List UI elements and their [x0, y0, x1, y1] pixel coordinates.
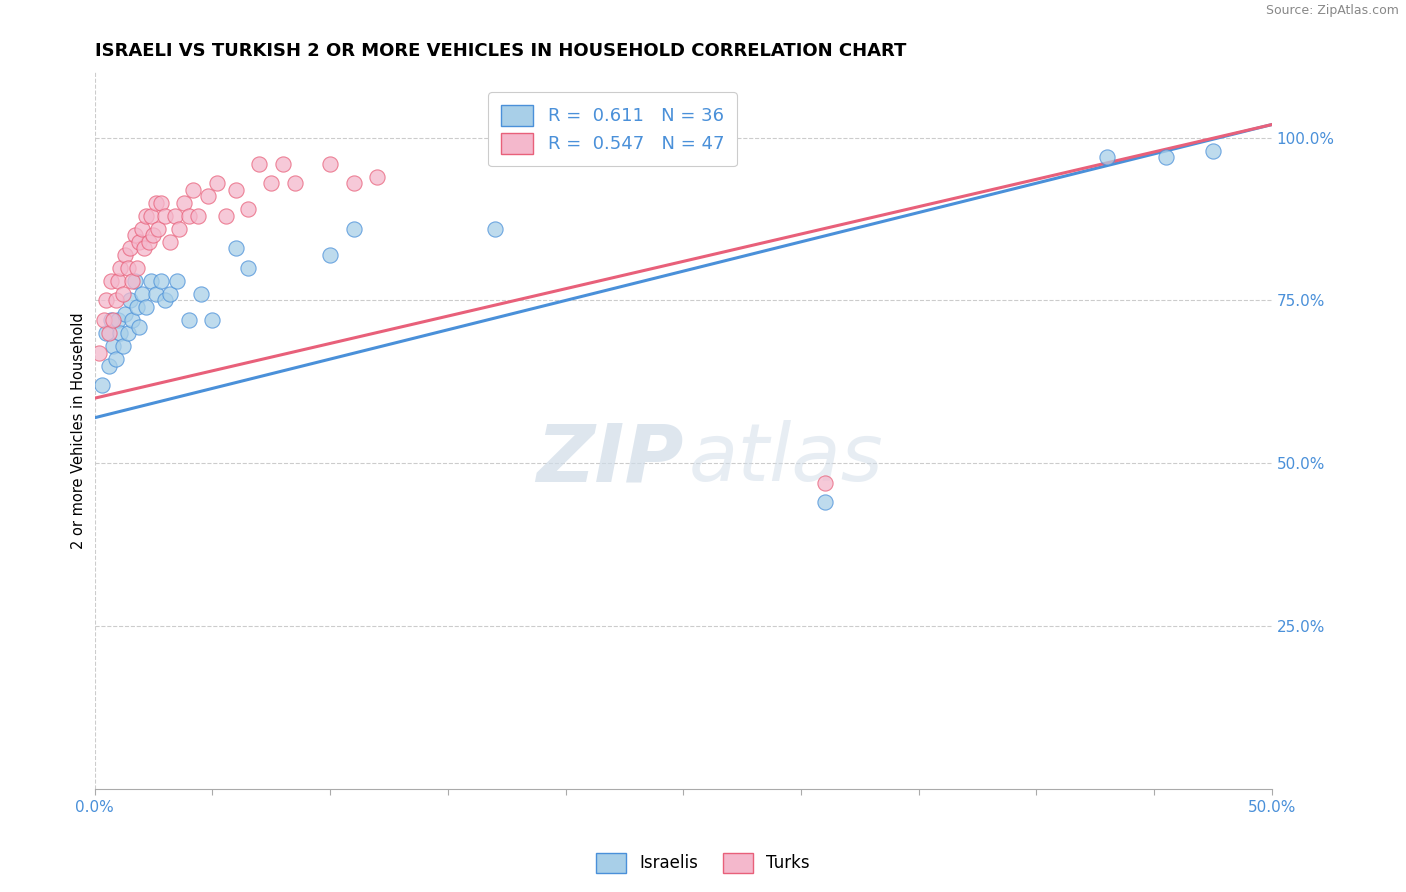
Point [139, 209, 162, 223]
Point [142, 228, 165, 243]
Point [159, 287, 181, 301]
Point [484, 222, 506, 236]
Point [149, 274, 172, 288]
Point [319, 248, 342, 262]
Point [1095, 150, 1118, 164]
Point [131, 222, 153, 236]
Point [813, 495, 835, 509]
Point [201, 313, 224, 327]
Point [149, 195, 172, 210]
Point [319, 156, 342, 170]
Point [155, 209, 177, 223]
Point [111, 287, 134, 301]
Point [205, 176, 228, 190]
Y-axis label: 2 or more Vehicles in Household: 2 or more Vehicles in Household [72, 312, 86, 549]
Point [104, 352, 127, 367]
Point [215, 209, 238, 223]
Point [236, 202, 259, 217]
Point [97, 326, 120, 340]
Point [132, 241, 155, 255]
Point [236, 260, 259, 275]
Point [93, 313, 115, 327]
Point [183, 183, 205, 197]
Point [117, 326, 139, 340]
Point [103, 339, 125, 353]
Point [89, 345, 111, 359]
Point [103, 313, 125, 327]
Point [146, 222, 169, 236]
Point [110, 260, 132, 275]
Point [96, 293, 118, 308]
Point [121, 313, 143, 327]
Point [366, 169, 388, 184]
Point [225, 183, 247, 197]
Point [117, 260, 139, 275]
Point [121, 274, 143, 288]
Point [125, 260, 148, 275]
Point [813, 475, 835, 490]
Point [342, 222, 364, 236]
Point [284, 176, 307, 190]
Text: ZIP: ZIP [536, 420, 683, 499]
Point [225, 241, 247, 255]
Point [111, 339, 134, 353]
Point [159, 235, 181, 249]
Legend: Israelis, Turks: Israelis, Turks [589, 847, 817, 880]
Point [1202, 144, 1225, 158]
Point [107, 313, 129, 327]
Point [100, 313, 122, 327]
Point [118, 241, 141, 255]
Point [145, 287, 167, 301]
Point [131, 287, 153, 301]
Point [169, 222, 191, 236]
Point [110, 326, 132, 340]
Point [163, 209, 186, 223]
Point [177, 209, 200, 223]
Text: ISRAELI VS TURKISH 2 OR MORE VEHICLES IN HOUSEHOLD CORRELATION CHART: ISRAELI VS TURKISH 2 OR MORE VEHICLES IN… [94, 42, 905, 60]
Point [104, 293, 127, 308]
Text: atlas: atlas [689, 420, 884, 499]
Point [135, 300, 157, 314]
Point [138, 235, 160, 249]
Point [100, 274, 122, 288]
Point [125, 300, 148, 314]
Point [97, 359, 120, 373]
Point [190, 287, 212, 301]
Point [197, 189, 219, 203]
Point [114, 306, 136, 320]
Point [96, 326, 118, 340]
Point [139, 274, 162, 288]
Point [114, 248, 136, 262]
Point [1154, 150, 1177, 164]
Point [173, 195, 195, 210]
Point [128, 235, 150, 249]
Point [135, 209, 157, 223]
Point [187, 209, 209, 223]
Point [342, 176, 364, 190]
Legend: R =  0.611   N = 36, R =  0.547   N = 47: R = 0.611 N = 36, R = 0.547 N = 47 [488, 92, 737, 167]
Point [128, 319, 150, 334]
Point [90, 378, 112, 392]
Point [260, 176, 283, 190]
Point [166, 274, 188, 288]
Point [124, 228, 146, 243]
Point [118, 293, 141, 308]
Point [247, 156, 270, 170]
Point [155, 293, 177, 308]
Text: Source: ZipAtlas.com: Source: ZipAtlas.com [1265, 4, 1399, 18]
Point [107, 274, 129, 288]
Point [145, 195, 167, 210]
Point [271, 156, 294, 170]
Point [124, 274, 146, 288]
Point [177, 313, 200, 327]
